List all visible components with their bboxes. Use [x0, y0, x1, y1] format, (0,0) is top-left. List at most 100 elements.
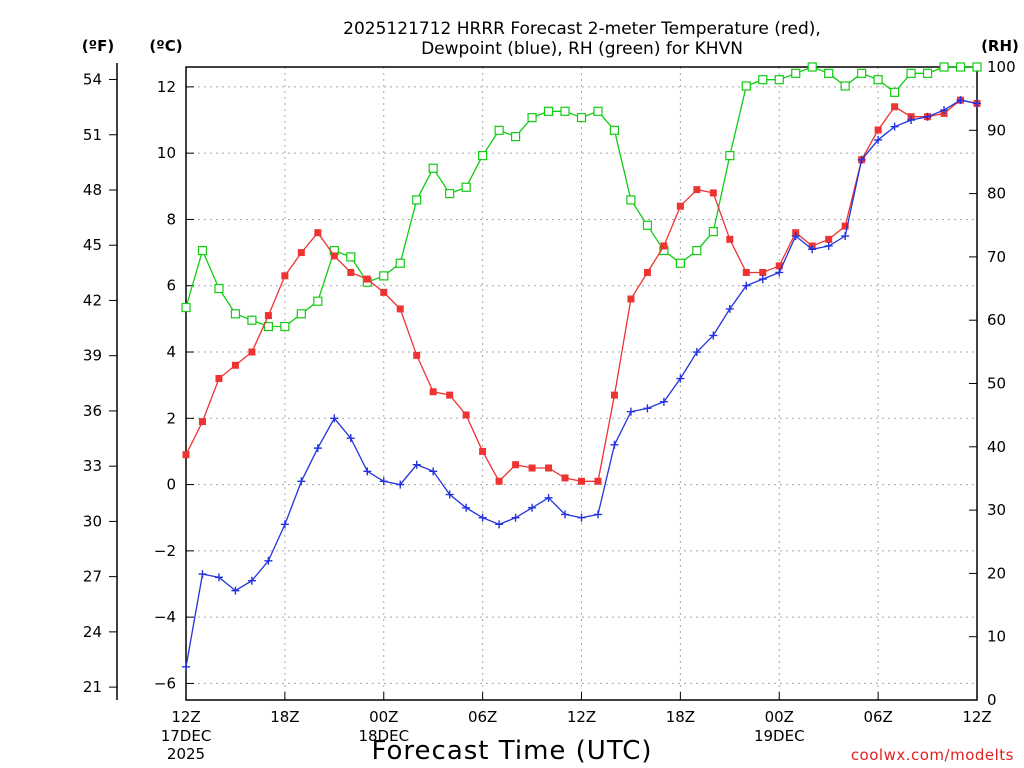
2-meter-temperature-point — [380, 288, 388, 296]
rh-point — [840, 81, 850, 91]
2-meter-temperature-point — [182, 451, 190, 459]
rh-axis-ticks: 0 10 20 30 40 50 60 70 80 90 100 — [969, 58, 1016, 709]
dewpoint-point — [874, 135, 883, 144]
dewpoint-point — [297, 477, 306, 486]
2-meter-temperature-point — [314, 229, 322, 237]
2-meter-temperature-point — [726, 235, 734, 243]
2-meter-temperature-point — [446, 391, 454, 399]
2-meter-temperature-point — [742, 268, 750, 276]
dewpoint-point — [198, 570, 207, 579]
dewpoint-point — [511, 513, 520, 522]
time-tick-date-label: 2025 — [167, 745, 205, 763]
2-meter-temperature-point — [297, 249, 305, 257]
celsius-axis-ticks: −6 −4 −2 0 2 4 6 8 10 12 — [154, 78, 194, 692]
rh-point — [741, 81, 751, 91]
2-meter-temperature-point — [545, 464, 553, 472]
rh-tick-label: 30 — [987, 501, 1006, 519]
dewpoint-point — [841, 232, 850, 241]
rh-point — [774, 75, 784, 85]
celsius-tick-label: −4 — [154, 608, 176, 626]
rh-tick-label: 90 — [987, 121, 1006, 139]
rh-unit-label: (RH) — [981, 37, 1019, 55]
dewpoint-point — [692, 348, 701, 357]
rh-point — [181, 302, 191, 313]
fahrenheit-tick-label: 24 — [83, 623, 102, 641]
dewpoint-point — [528, 503, 537, 512]
celsius-tick-label: 12 — [157, 78, 176, 96]
rh-point — [626, 195, 636, 205]
dewpoint-point — [412, 460, 421, 469]
fahrenheit-axis-ticks: 21 24 27 30 33 36 39 42 45 48 51 54 — [83, 71, 117, 696]
rh-point — [955, 62, 966, 72]
celsius-tick-label: 0 — [166, 476, 176, 494]
dewpoint-line — [185, 99, 978, 668]
time-tick-label: 18Z — [270, 708, 299, 726]
dewpoint-point — [808, 245, 817, 254]
rh-point — [461, 182, 471, 192]
dewpoint-point — [940, 106, 949, 115]
dewpoint-point — [659, 397, 668, 406]
time-tick-label: 12Z — [567, 708, 596, 726]
fahrenheit-tick-label: 39 — [83, 347, 102, 365]
rh-point — [379, 271, 389, 281]
time-tick-label: 00Z — [369, 708, 398, 726]
data-series — [181, 62, 982, 671]
dewpoint-point — [182, 662, 190, 671]
dewpoint-point — [709, 331, 718, 340]
rh-point — [873, 75, 883, 85]
dewpoint-point — [462, 503, 471, 512]
dewpoint-point — [610, 440, 619, 449]
time-tick-label: 12Z — [962, 708, 991, 726]
time-tick-date-label: 18DEC — [358, 727, 409, 745]
fahrenheit-tick-label: 33 — [83, 457, 102, 475]
2-meter-temperature-point — [825, 235, 833, 243]
fahrenheit-tick-label: 30 — [83, 512, 102, 530]
time-tick-date-label: 17DEC — [161, 727, 212, 745]
dewpoint-point — [231, 586, 240, 595]
chart-title-line-2: Dewpoint (blue), RH (green) for KHVN — [421, 39, 743, 59]
time-tick-label: 18Z — [666, 708, 695, 726]
2-meter-temperature-point — [231, 361, 239, 369]
dewpoint-point — [379, 477, 388, 486]
fahrenheit-tick-label: 42 — [83, 291, 102, 309]
fahrenheit-tick-label: 51 — [83, 126, 102, 144]
rh-point — [576, 113, 587, 123]
2-meter-temperature-point — [330, 252, 338, 260]
dewpoint-point — [725, 304, 734, 313]
dewpoint-point — [577, 513, 586, 522]
time-tick-label: 00Z — [765, 708, 794, 726]
time-tick-label: 12Z — [171, 708, 200, 726]
dewpoint-point — [313, 444, 322, 453]
rh-point — [857, 68, 867, 78]
rh-point — [230, 309, 241, 319]
celsius-tick-label: −2 — [154, 542, 176, 560]
dewpoint-point — [824, 241, 833, 250]
dewpoint-point — [956, 96, 965, 105]
dewpoint-point — [907, 116, 916, 125]
fahrenheit-tick-label: 27 — [83, 568, 102, 586]
dewpoint-point — [775, 268, 784, 277]
dewpoint-point — [791, 232, 800, 241]
dewpoint-point — [280, 520, 289, 529]
rh-point — [972, 62, 982, 72]
dewpoint-point — [363, 467, 372, 476]
rh-point — [824, 68, 834, 78]
rh-point — [214, 283, 224, 294]
dewpoint-point — [396, 480, 405, 489]
rh-tick-label: 80 — [987, 185, 1006, 203]
rh-point — [428, 163, 438, 173]
fahrenheit-tick-label: 36 — [83, 402, 102, 420]
celsius-tick-label: 2 — [166, 409, 176, 427]
celsius-tick-label: 10 — [157, 144, 176, 162]
rh-point — [675, 258, 685, 268]
2-meter-temperature-point — [660, 242, 668, 250]
dewpoint-point — [214, 573, 223, 582]
2-meter-temperature-point — [578, 477, 585, 485]
rh-point — [445, 189, 455, 199]
2-meter-temperature-point — [709, 189, 717, 197]
dewpoint-point — [593, 510, 602, 519]
2-meter-temperature-point — [462, 411, 470, 419]
2-meter-temperature-point — [363, 275, 371, 283]
2-meter-temperature-point — [775, 262, 783, 270]
rh-point — [791, 68, 801, 78]
